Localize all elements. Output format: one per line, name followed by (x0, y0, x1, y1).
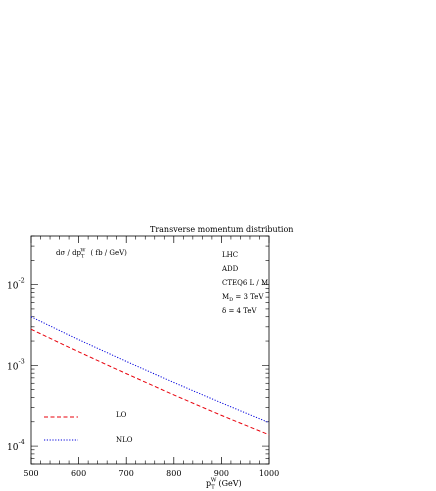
y-tick-label: 10-2 (7, 277, 25, 292)
x-tick-label: 800 (166, 469, 181, 478)
annotation-pdf: CTEQ6 L / M (222, 279, 268, 287)
chart-title: Transverse momentum distribution (150, 225, 293, 234)
axis-ticks: 500 600 700 800 900 1000 10-2 10-3 10-4 (7, 235, 279, 478)
series-line-lo (30, 328, 270, 436)
x-tick-label: 1000 (259, 469, 279, 478)
series-line-nlo (30, 316, 270, 424)
legend-nlo-label: NLO (116, 436, 133, 444)
y-tick-label: 10-4 (7, 438, 25, 453)
x-axis-label: pTW (GeV) (206, 478, 242, 491)
x-tick-label: 700 (119, 469, 134, 478)
y-tick-label: 10-3 (7, 357, 25, 372)
y-axis-label: dσ / dpTW( fb / GeV) (56, 248, 127, 260)
annotation-collider: LHC (222, 251, 238, 259)
annotation-delta: δ = 4 TeV (222, 307, 257, 315)
annotation-md: MD = 3 TeV (222, 293, 264, 303)
annotation-model: ADD (221, 265, 239, 273)
x-tick-label: 900 (214, 469, 229, 478)
legend: LO NLO (44, 411, 133, 444)
x-tick-label: 500 (23, 469, 38, 478)
data-series (30, 316, 270, 436)
plot-frame (30, 235, 270, 465)
x-tick-label: 600 (71, 469, 86, 478)
legend-lo-label: LO (116, 411, 127, 419)
